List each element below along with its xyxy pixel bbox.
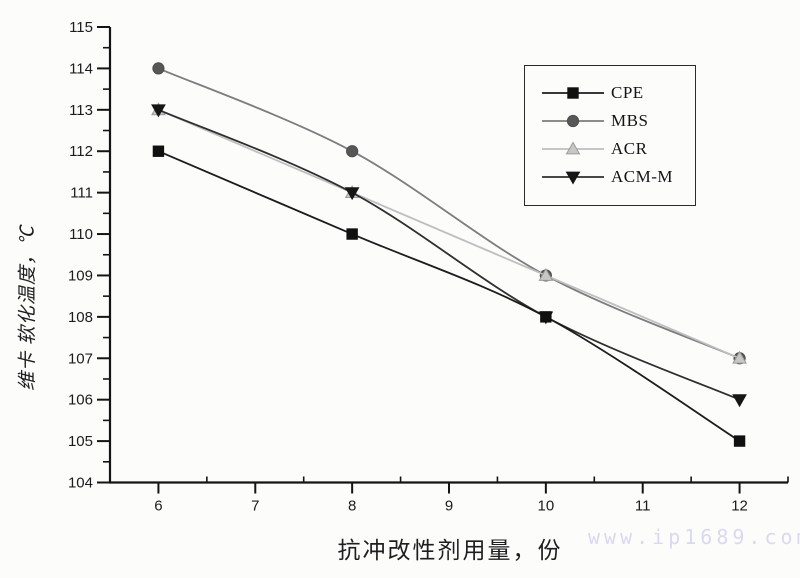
triangle-down-marker: [151, 104, 166, 118]
y-tick-label: 107: [68, 350, 93, 367]
x-tick-label: 6: [154, 498, 162, 515]
legend-label: CPE: [611, 83, 644, 102]
triangle-down-marker: [565, 171, 581, 185]
y-tick-label: 111: [70, 185, 93, 202]
x-tick-label: 11: [635, 498, 651, 515]
series-line-CPE: [157, 150, 741, 442]
legend-sample-svg: [542, 141, 604, 155]
circle-marker: [566, 114, 580, 128]
watermark: www.ip1689.com: [588, 525, 800, 549]
legend-sample-svg: [542, 87, 604, 99]
legend-sample-square-icon: [542, 85, 604, 101]
legend-item-mbs: MBS: [525, 107, 695, 135]
triangle-up-marker: [538, 267, 554, 281]
triangle-down-marker: [732, 394, 747, 408]
y-tick-label: 112: [69, 143, 93, 160]
legend-label: ACR: [611, 139, 648, 158]
y-tick-label: 113: [69, 102, 93, 119]
x-tick-label: 12: [731, 498, 748, 515]
legend-sample-triangle-up-icon: [542, 141, 604, 157]
x-axis-title: 抗冲改性剂用量，份: [337, 538, 563, 563]
x-tick-label: 7: [251, 498, 259, 515]
x-tick-label: 8: [348, 498, 356, 515]
triangle-up-marker: [732, 350, 747, 364]
square-marker: [152, 145, 165, 157]
legend-sample-svg: [542, 114, 604, 128]
y-tick-label: 105: [68, 433, 93, 450]
square-marker: [733, 435, 746, 447]
series-line-ACM-M: [157, 108, 741, 401]
y-tick-label: 110: [69, 226, 93, 243]
legend-sample-svg: [542, 171, 604, 185]
legend-label: MBS: [611, 111, 649, 130]
x-tick-label: 9: [445, 498, 453, 515]
legend-item-acr: ACR: [525, 135, 695, 163]
circle-marker: [152, 62, 165, 75]
y-axis-title: 维卡 软化温度，℃: [17, 225, 39, 391]
circle-marker: [346, 145, 359, 158]
y-tick-label: 108: [68, 309, 93, 326]
series-line-ACR: [157, 108, 741, 360]
triangle-up-marker: [565, 141, 581, 155]
x-tick-label: 10: [538, 498, 555, 515]
legend-sample-circle-icon: [542, 113, 604, 129]
square-marker: [346, 228, 358, 240]
y-tick-label: 109: [68, 267, 93, 284]
legend-item-acm-m: ACM-M: [525, 163, 695, 191]
legend-sample-triangle-down-icon: [542, 169, 604, 185]
series-line-MBS: [157, 67, 741, 360]
legend-item-cpe: CPE: [525, 79, 695, 107]
square-marker: [567, 87, 579, 99]
y-tick-label: 115: [69, 19, 93, 36]
y-tick-label: 104: [68, 475, 93, 492]
y-tick-label: 106: [68, 392, 93, 409]
triangle-down-marker: [344, 187, 360, 201]
y-tick-label: 114: [69, 60, 93, 77]
square-marker: [540, 311, 552, 323]
legend-box: CPE MBS ACR ACM-M: [524, 65, 696, 206]
legend-label: ACM-M: [611, 167, 674, 186]
